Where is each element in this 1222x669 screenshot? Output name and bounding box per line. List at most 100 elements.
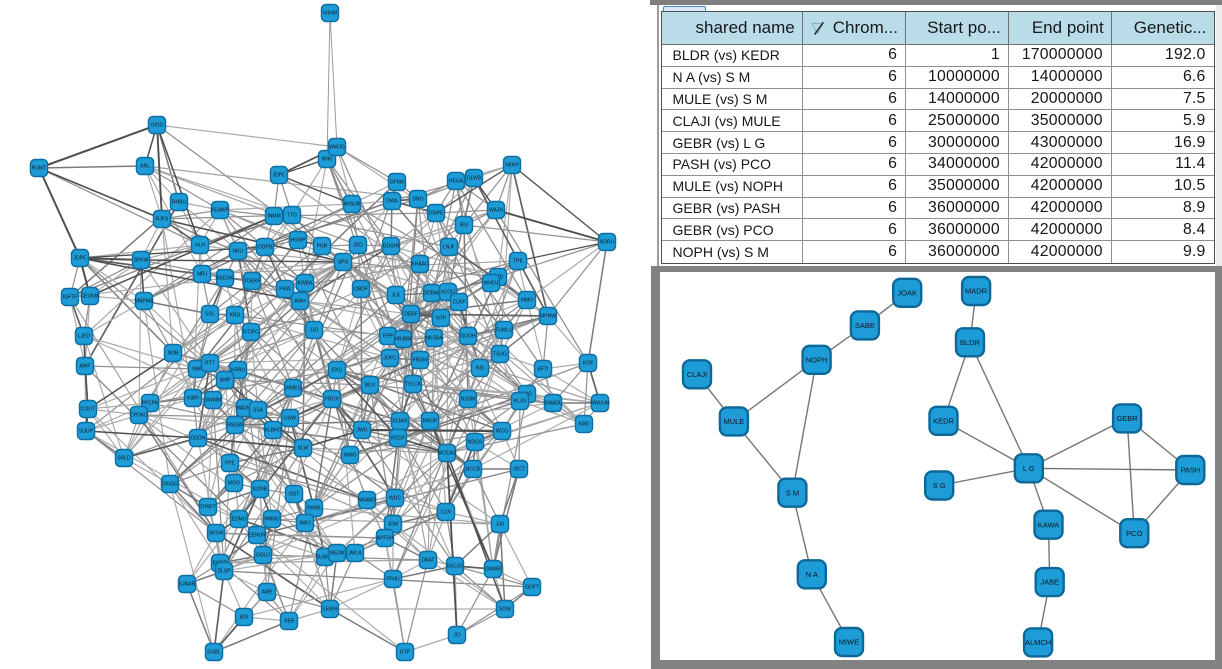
svg-text:SABE: SABE <box>854 321 874 330</box>
svg-text:GFMA: GFMA <box>390 180 405 186</box>
svg-text:TPRFT: TPRFT <box>200 505 216 511</box>
svg-text:KLJG: KLJG <box>514 399 527 405</box>
svg-text:PARB: PARB <box>307 506 321 512</box>
svg-text:DEBF: DEBF <box>404 312 417 318</box>
svg-text:CLKF: CLKF <box>453 300 466 306</box>
svg-text:JOAK: JOAK <box>897 288 917 297</box>
svg-text:EFTI: EFTI <box>538 367 549 373</box>
svg-text:INMO: INMO <box>343 453 356 459</box>
svg-text:WHOJ: WHOJ <box>484 281 499 287</box>
svg-text:CLAJI: CLAJI <box>686 370 706 379</box>
svg-text:ODPB: ODPB <box>258 245 273 251</box>
svg-text:CPOKD: CPOKD <box>130 413 148 419</box>
svg-text:JIEB: JIEB <box>284 619 295 625</box>
svg-text:HLH: HLH <box>195 243 205 249</box>
svg-text:KOE: KOE <box>583 361 594 367</box>
svg-text:KMD: KMD <box>578 422 590 428</box>
svg-text:BGI: BGI <box>240 615 249 621</box>
svg-text:NDRU: NDRU <box>600 240 615 246</box>
svg-text:KLW: KLW <box>298 446 309 452</box>
svg-text:RTT: RTT <box>205 361 215 367</box>
svg-text:BLDR: BLDR <box>959 338 980 347</box>
svg-text:RSGW: RSGW <box>227 423 243 429</box>
svg-text:BEEGK: BEEGK <box>216 276 234 282</box>
svg-text:RCDF: RCDF <box>391 436 405 442</box>
svg-text:WCEAO: WCEAO <box>438 451 457 457</box>
svg-text:DDBAE: DDBAE <box>423 291 441 297</box>
svg-text:WUJ: WUJ <box>365 383 376 389</box>
svg-text:LNJF: LNJF <box>443 245 455 251</box>
svg-text:SSA: SSA <box>253 408 264 414</box>
svg-text:WADMN: WADMN <box>235 406 255 412</box>
svg-text:WCG: WCG <box>496 429 508 435</box>
svg-text:LJED: LJED <box>78 334 91 340</box>
svg-text:IWKI: IWKI <box>322 157 333 163</box>
svg-text:SKSW: SKSW <box>209 531 224 537</box>
svg-text:RUMT: RUMT <box>32 166 46 172</box>
svg-text:JWLA: JWLA <box>348 551 362 557</box>
svg-text:GUOH: GUOH <box>461 334 476 340</box>
svg-text:SWADL: SWADL <box>544 401 562 407</box>
svg-text:WWJG: WWJG <box>329 145 345 151</box>
svg-text:JOFC: JOFC <box>383 356 396 362</box>
svg-text:DWA: DWA <box>386 199 398 205</box>
svg-text:PGR: PGR <box>317 244 328 250</box>
svg-text:AWF: AWF <box>80 364 91 370</box>
svg-text:HWUUH: HWUUH <box>590 401 610 407</box>
svg-text:AWH: AWH <box>294 299 306 305</box>
svg-text:IGFTF: IGFTF <box>63 295 77 301</box>
svg-text:PCO: PCO <box>1126 529 1142 538</box>
svg-text:WAJN: WAJN <box>489 208 503 214</box>
svg-text:MGO: MGO <box>228 481 240 487</box>
svg-text:CEUNW: CEUNW <box>81 294 100 300</box>
svg-text:OOT: OOT <box>289 492 300 498</box>
svg-text:TOEKF: TOEKF <box>244 279 261 285</box>
svg-text:APFSH: APFSH <box>377 536 394 542</box>
svg-text:JOM: JOM <box>388 522 399 528</box>
svg-text:KDNB: KDNB <box>253 487 268 493</box>
svg-text:FUMLU: FUMLU <box>495 328 513 334</box>
svg-text:NTP: NTP <box>436 316 447 322</box>
svg-text:KWBA: KWBA <box>298 281 313 287</box>
svg-text:MNPMA: MNPMA <box>135 299 154 305</box>
svg-text:SFKW: SFKW <box>134 258 149 264</box>
svg-text:UUW: UUW <box>284 416 296 422</box>
svg-text:GTP: GTP <box>400 650 411 656</box>
svg-text:ODDH: ODDH <box>191 436 206 442</box>
svg-text:FPE: FPE <box>225 461 235 467</box>
svg-text:NHP: NHP <box>220 378 231 384</box>
svg-text:TTG: TTG <box>287 213 297 219</box>
svg-text:BCCB: BCCB <box>466 467 481 473</box>
svg-text:NDGS: NDGS <box>468 440 483 446</box>
svg-text:TSUG: TSUG <box>493 352 507 358</box>
svg-text:JDPC: JDPC <box>272 173 285 179</box>
svg-text:SPG: SPG <box>338 260 349 266</box>
svg-text:MRJ: MRJ <box>197 272 208 278</box>
svg-text:IWK: IWK <box>192 367 202 373</box>
svg-text:DIUGG: DIUGG <box>162 482 179 488</box>
svg-text:ALMCH: ALMCH <box>1024 638 1050 647</box>
svg-text:WUC: WUC <box>389 496 401 502</box>
svg-text:EKU: EKU <box>332 368 343 374</box>
svg-text:KIBR: KIBR <box>187 396 199 402</box>
svg-text:JJU: JJU <box>496 522 505 528</box>
svg-text:LEWH: LEWH <box>323 607 338 613</box>
svg-text:GUGIR: GUGIR <box>383 244 400 250</box>
svg-text:KHAAC: KHAAC <box>411 262 429 268</box>
svg-text:INMM: INMM <box>267 214 280 220</box>
svg-text:GNWR: GNWR <box>485 567 501 573</box>
svg-text:NKLI: NKLI <box>232 249 243 255</box>
svg-text:SUUP: SUUP <box>79 429 94 435</box>
svg-text:SSCJG: SSCJG <box>447 564 464 570</box>
svg-text:KLBHO: KLBHO <box>265 428 282 434</box>
svg-text:DLWB: DLWB <box>467 176 482 182</box>
svg-text:HSWP: HSWP <box>291 238 307 244</box>
svg-text:JDPE: JDPE <box>74 256 87 262</box>
svg-text:ARL: ARL <box>140 164 150 170</box>
svg-text:GDFT: GDFT <box>525 585 539 591</box>
svg-text:TSLCK: TSLCK <box>405 382 422 388</box>
svg-text:DLSP: DLSP <box>217 569 231 575</box>
svg-text:JABE: JABE <box>1040 578 1059 587</box>
svg-text:EPP: EPP <box>383 334 394 340</box>
svg-text:SRLD: SRLD <box>117 456 131 462</box>
